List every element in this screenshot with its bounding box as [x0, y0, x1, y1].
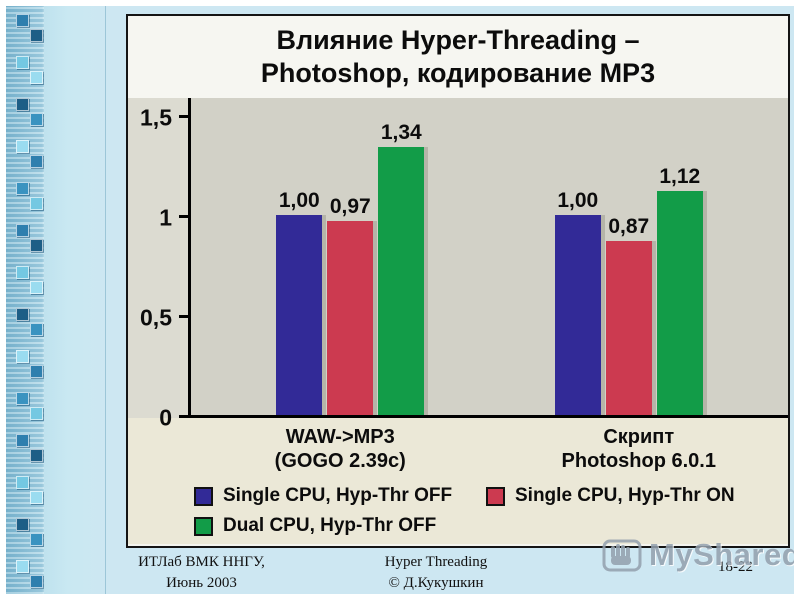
- y-tick-label: 1: [159, 204, 172, 231]
- chart-title-line2: Photoshop, кодирование MP3: [260, 58, 656, 88]
- strip-square: [30, 533, 43, 546]
- strip-square: [30, 575, 43, 588]
- legend-label: Single CPU, Hyp-Thr ON: [515, 485, 735, 506]
- category-label-line: Photoshop 6.0.1: [561, 450, 716, 472]
- y-tick: [179, 115, 191, 118]
- strip-square: [16, 98, 29, 111]
- strip-square: [30, 197, 43, 210]
- strip-square: [30, 29, 43, 42]
- legend-swatch: [194, 516, 213, 536]
- y-tick-label: 0: [159, 404, 172, 431]
- bar: [327, 221, 374, 415]
- bar-value-label: 1,00: [557, 189, 599, 212]
- strip-square: [16, 14, 29, 27]
- bar-column: 0,97: [327, 195, 374, 415]
- legend-item: Dual CPU, Hyp-Thr OFF: [194, 515, 486, 537]
- bar-group: 1,00 0,97 1,34: [276, 121, 425, 415]
- bar: [554, 215, 601, 415]
- strip-square: [30, 449, 43, 462]
- y-tick-label: 1,5: [140, 104, 172, 131]
- strip-square: [16, 476, 29, 489]
- legend-swatch: [486, 486, 505, 506]
- category-label-line: (GOGO 2.39c): [274, 450, 406, 472]
- chart-title: Влияние Hyper-Threading – Photoshop, код…: [128, 16, 788, 98]
- bar-column: 0,87: [605, 215, 652, 415]
- footer-date: Июнь 2003: [166, 575, 237, 591]
- category-axis: WAW->MP3 (GOGO 2.39c) Скрипт Photoshop 6.0.…: [128, 418, 788, 480]
- strip-square: [16, 434, 29, 447]
- strip-square: [30, 323, 43, 336]
- plot-row: 1,5 1 0,5 0 1,00 0,97 1,34 1,00 0,87 1,12: [128, 98, 788, 431]
- strip-square: [16, 392, 29, 405]
- legend: Single CPU, Hyp-Thr OFF Single CPU, Hyp-T…: [128, 480, 788, 544]
- bar-value-label: 0,97: [329, 195, 371, 218]
- strip-square: [30, 113, 43, 126]
- y-tick: [179, 315, 191, 318]
- chart: Влияние Hyper-Threading – Photoshop, код…: [126, 14, 790, 548]
- strip-square: [16, 266, 29, 279]
- strip-square: [16, 518, 29, 531]
- bar: [605, 241, 652, 415]
- strip-square: [16, 56, 29, 69]
- footer-author: © Д.Кукушкин: [388, 575, 484, 591]
- strip-square: [30, 365, 43, 378]
- category-label: WAW->MP3 (GOGO 2.39c): [191, 425, 490, 473]
- decorative-strip: [6, 6, 106, 594]
- y-tick: [179, 415, 191, 418]
- chart-title-line1: Влияние Hyper-Threading –: [276, 25, 640, 56]
- legend-item: Single CPU, Hyp-Thr OFF: [194, 485, 486, 507]
- bar: [378, 147, 425, 415]
- legend-swatch: [194, 486, 213, 506]
- legend-item: Single CPU, Hyp-Thr ON: [486, 485, 778, 507]
- plot-area: 1,00 0,97 1,34 1,00 0,87 1,12: [188, 98, 788, 418]
- strip-square: [16, 350, 29, 363]
- strip-square: [16, 308, 29, 321]
- bar-column: 1,00: [276, 189, 323, 415]
- bar-value-label: 0,87: [608, 215, 650, 238]
- bar-column: 1,12: [656, 165, 703, 415]
- bar-column: 1,34: [378, 121, 425, 415]
- footer-org: ИТЛаб ВМК ННГУ,: [138, 554, 265, 570]
- strip-square: [30, 407, 43, 420]
- strip-square: [30, 239, 43, 252]
- bar: [656, 191, 703, 415]
- bar: [276, 215, 323, 415]
- strip-square: [16, 560, 29, 573]
- category-label: Скрипт Photoshop 6.0.1: [490, 425, 789, 473]
- bar-column: 1,00: [554, 189, 601, 415]
- page-number: 18-22: [718, 559, 753, 575]
- strip-square: [30, 155, 43, 168]
- y-tick: [179, 215, 191, 218]
- category-label-line: WAW->MP3: [285, 426, 395, 448]
- footer-topic: Hyper Threading: [384, 554, 488, 570]
- footer-center: Hyper Threading © Д.Кукушкин: [336, 552, 536, 594]
- bar-value-label: 1,12: [659, 165, 701, 188]
- strip-square: [16, 182, 29, 195]
- strip-square: [16, 224, 29, 237]
- bar-value-label: 1,34: [380, 121, 422, 144]
- strip-square: [30, 281, 43, 294]
- footer-left: ИТЛаб ВМК ННГУ, Июнь 2003: [124, 552, 279, 594]
- legend-label: Dual CPU, Hyp-Thr OFF: [223, 515, 437, 536]
- bar-value-label: 1,00: [278, 189, 320, 212]
- y-tick-label: 0,5: [140, 304, 172, 331]
- legend-label: Single CPU, Hyp-Thr OFF: [223, 485, 453, 506]
- strip-square: [16, 140, 29, 153]
- y-axis: 1,5 1 0,5 0: [128, 98, 191, 431]
- category-label-line: Скрипт: [603, 426, 675, 448]
- strip-square: [30, 491, 43, 504]
- bar-group: 1,00 0,87 1,12: [554, 165, 703, 415]
- strip-square: [30, 71, 43, 84]
